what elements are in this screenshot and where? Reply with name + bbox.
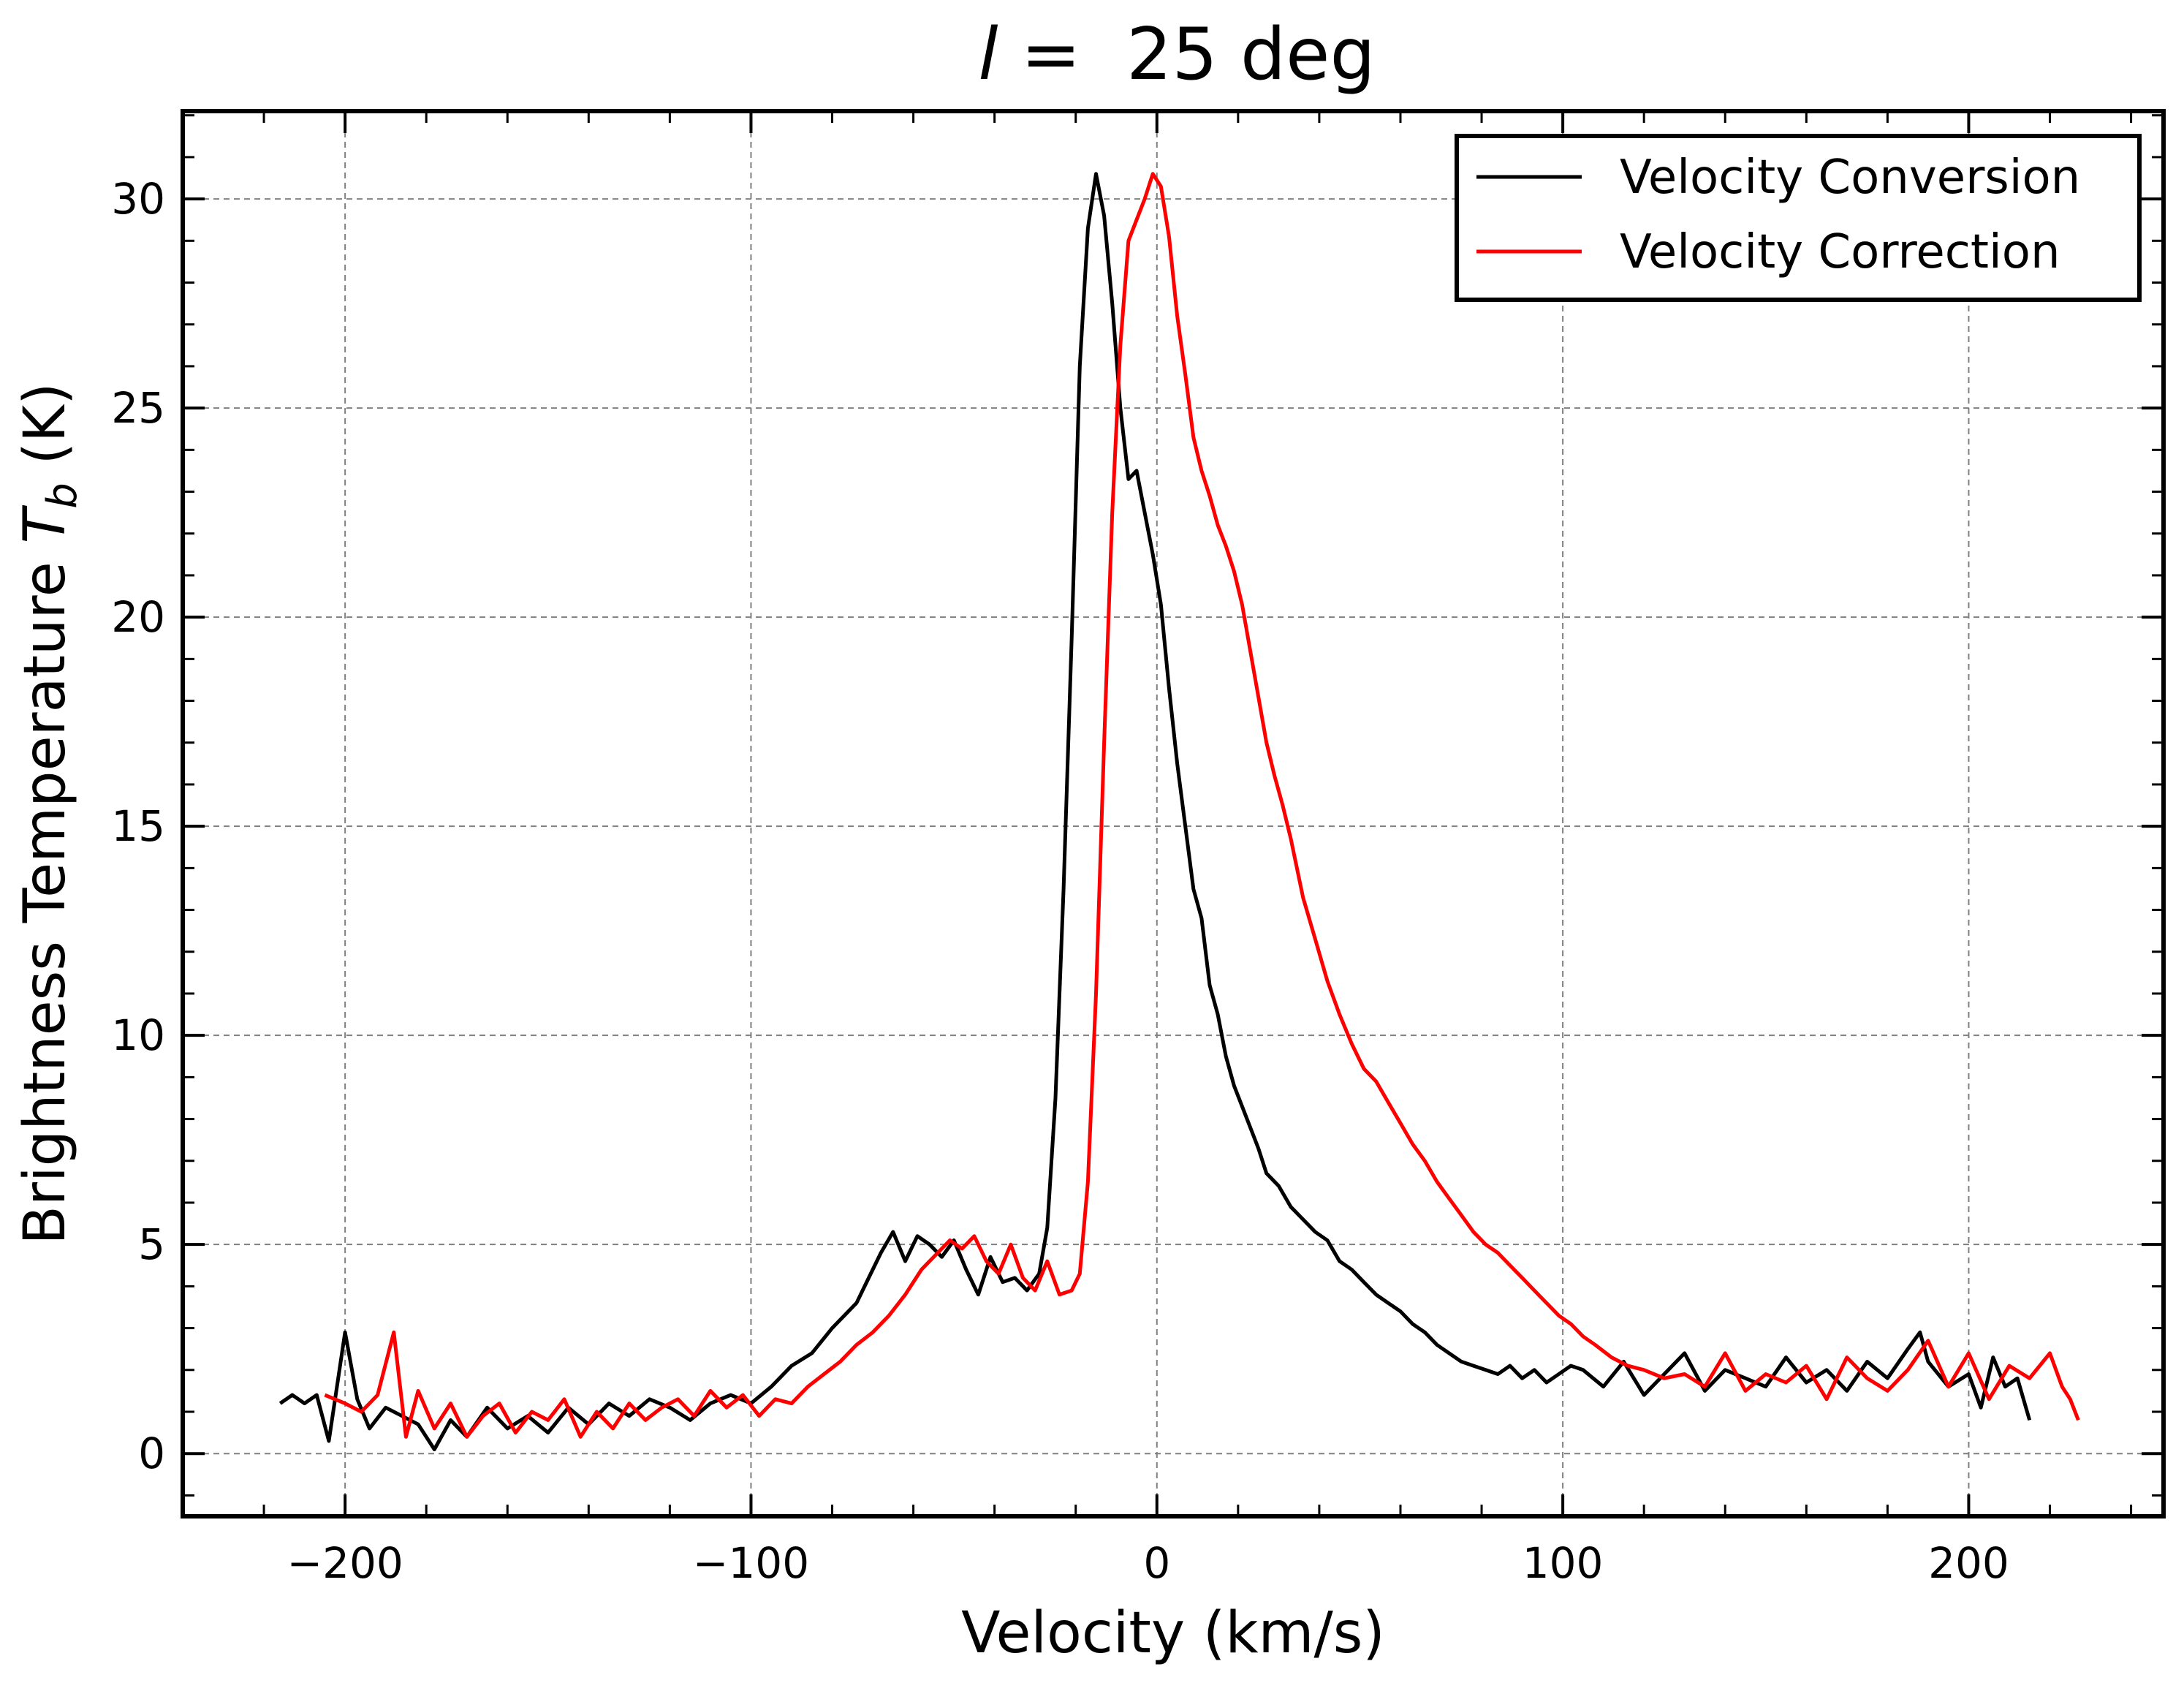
- x-tick-label: 200: [1928, 1538, 2009, 1588]
- legend-label-velocity-correction: Velocity Correction: [1620, 225, 2060, 279]
- x-axis-title: Velocity (km/s): [961, 1600, 1385, 1666]
- y-tick-label: 15: [111, 801, 165, 851]
- y-tick-label: 20: [111, 592, 165, 642]
- chart-title: l = 25 deg: [978, 13, 1375, 97]
- data-series: [278, 172, 2080, 1451]
- legend: Velocity Conversion Velocity Correction: [1455, 134, 2142, 302]
- y-axis-title: Brightness Temperature Tb (K): [12, 382, 86, 1244]
- x-tick-label: −200: [287, 1538, 403, 1588]
- y-tick-label: 0: [138, 1429, 165, 1478]
- y-tick-label: 30: [111, 174, 165, 224]
- tick-labels: −200 −100 0 100 200 0 5 10 15 20 25 30: [111, 174, 2009, 1588]
- grid-lines: [183, 111, 2164, 1516]
- y-tick-label: 25: [111, 383, 165, 433]
- plot-frame: [181, 109, 2166, 1519]
- x-tick-label: 0: [1143, 1538, 1170, 1588]
- legend-label-velocity-conversion: Velocity Conversion: [1620, 151, 2080, 205]
- legend-box: [1455, 134, 2142, 302]
- x-tick-label: −100: [693, 1538, 809, 1588]
- x-tick-label: 100: [1523, 1538, 1604, 1588]
- y-tick-label: 5: [138, 1219, 165, 1269]
- series-line-velocity-correction: [324, 172, 2080, 1439]
- y-tick-label: 10: [111, 1010, 165, 1060]
